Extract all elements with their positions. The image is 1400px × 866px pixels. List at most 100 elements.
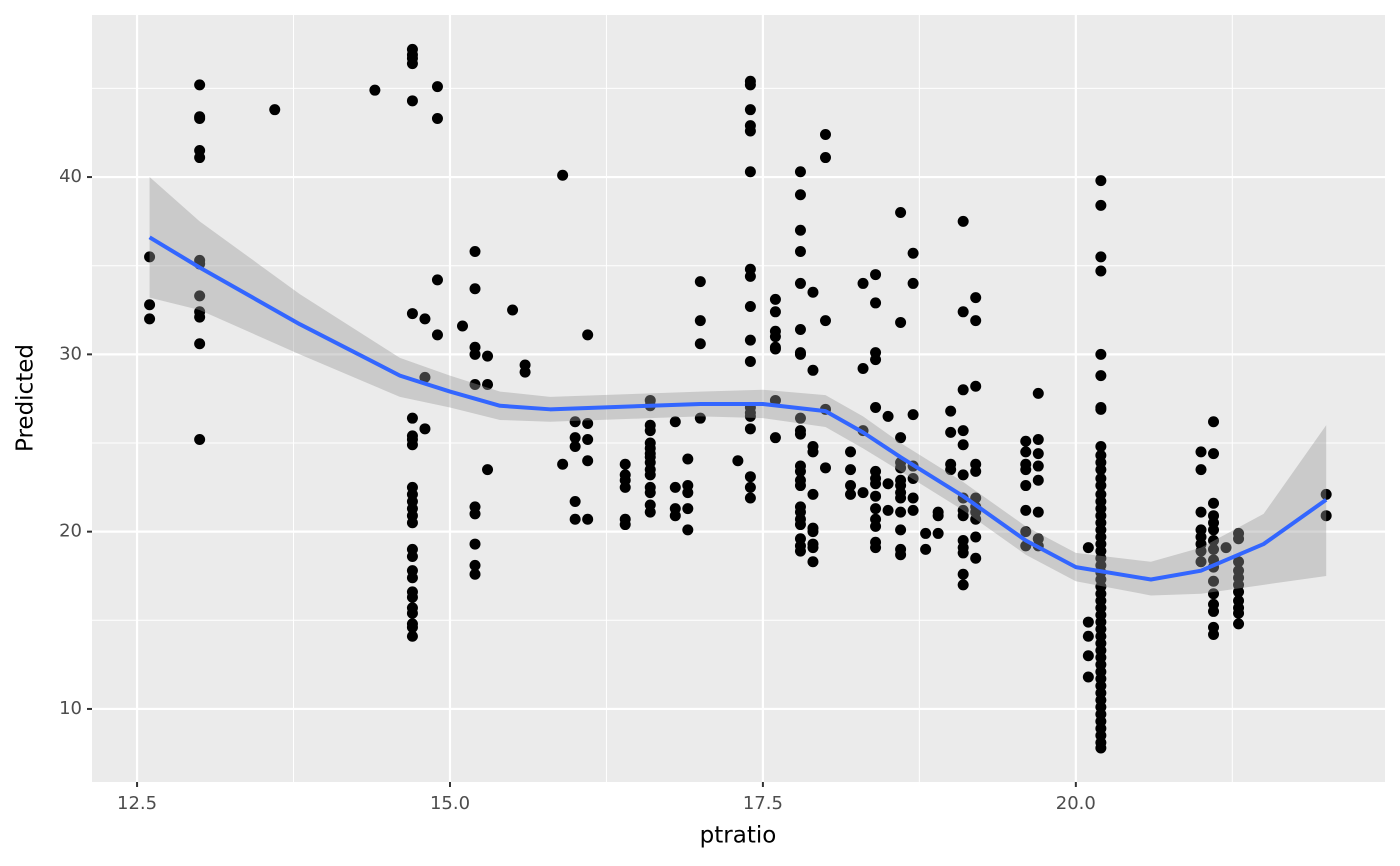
point: [732, 455, 744, 467]
point: [694, 338, 706, 350]
point: [1020, 435, 1032, 447]
point: [194, 311, 206, 323]
point: [582, 455, 594, 467]
point: [1233, 586, 1245, 598]
point: [870, 490, 882, 502]
point: [794, 324, 806, 336]
point: [957, 384, 969, 396]
point: [807, 446, 819, 458]
point: [857, 363, 869, 375]
point: [895, 207, 907, 219]
point: [895, 432, 907, 444]
point: [1095, 441, 1107, 453]
point: [907, 409, 919, 421]
point: [482, 350, 494, 362]
point: [1195, 545, 1207, 557]
point: [519, 366, 531, 378]
point: [1032, 460, 1044, 472]
point: [582, 417, 594, 429]
point: [369, 84, 381, 96]
point: [807, 542, 819, 554]
point: [882, 478, 894, 490]
point: [469, 283, 481, 295]
point: [870, 354, 882, 366]
point: [619, 481, 631, 493]
point: [769, 306, 781, 318]
point: [1220, 542, 1232, 554]
point: [845, 488, 857, 500]
point: [569, 496, 581, 508]
point: [1208, 524, 1220, 536]
point: [569, 441, 581, 453]
point: [1082, 650, 1094, 662]
point: [431, 274, 443, 286]
point: [744, 79, 756, 91]
point: [970, 513, 982, 525]
point: [194, 152, 206, 164]
point: [1095, 370, 1107, 382]
point: [794, 189, 806, 201]
point: [1233, 618, 1245, 630]
y-tick-label: 40: [59, 166, 82, 187]
point: [457, 320, 469, 332]
x-tick-label: 17.5: [743, 793, 783, 814]
confidence-band: [149, 177, 1327, 596]
point: [932, 527, 944, 539]
point: [406, 308, 418, 320]
point: [682, 453, 694, 465]
point: [406, 572, 418, 584]
point: [1082, 630, 1094, 642]
point: [744, 410, 756, 422]
point: [769, 432, 781, 444]
point: [1095, 265, 1107, 277]
point: [1095, 199, 1107, 211]
point: [1020, 480, 1032, 492]
point: [1095, 742, 1107, 754]
point: [694, 315, 706, 327]
point: [819, 152, 831, 164]
y-tick-label: 20: [59, 521, 82, 542]
point: [507, 304, 519, 316]
point: [619, 458, 631, 470]
point: [1233, 607, 1245, 619]
point: [794, 480, 806, 492]
point: [682, 524, 694, 536]
point: [744, 355, 756, 367]
point: [769, 343, 781, 355]
point: [945, 464, 957, 476]
point: [895, 462, 907, 474]
point: [644, 425, 656, 437]
point: [807, 364, 819, 376]
point: [644, 487, 656, 499]
point: [957, 579, 969, 591]
point: [1208, 535, 1220, 547]
point: [1208, 605, 1220, 617]
point: [194, 338, 206, 350]
point: [819, 462, 831, 474]
point: [144, 313, 156, 325]
point: [482, 464, 494, 476]
point: [970, 531, 982, 543]
point: [957, 215, 969, 227]
point: [870, 478, 882, 490]
point: [569, 432, 581, 444]
point: [895, 549, 907, 561]
point: [794, 246, 806, 258]
point: [845, 464, 857, 476]
point: [1095, 348, 1107, 360]
point: [794, 428, 806, 440]
x-tick-label: 15.0: [430, 793, 470, 814]
point: [870, 520, 882, 532]
point: [1032, 448, 1044, 460]
point: [907, 247, 919, 259]
point: [907, 277, 919, 289]
point: [194, 113, 206, 125]
point: [1320, 510, 1332, 522]
point: [406, 58, 418, 70]
point: [406, 607, 418, 619]
point: [557, 169, 569, 181]
point: [1320, 488, 1332, 500]
point: [194, 433, 206, 445]
point: [882, 504, 894, 516]
point: [469, 508, 481, 520]
